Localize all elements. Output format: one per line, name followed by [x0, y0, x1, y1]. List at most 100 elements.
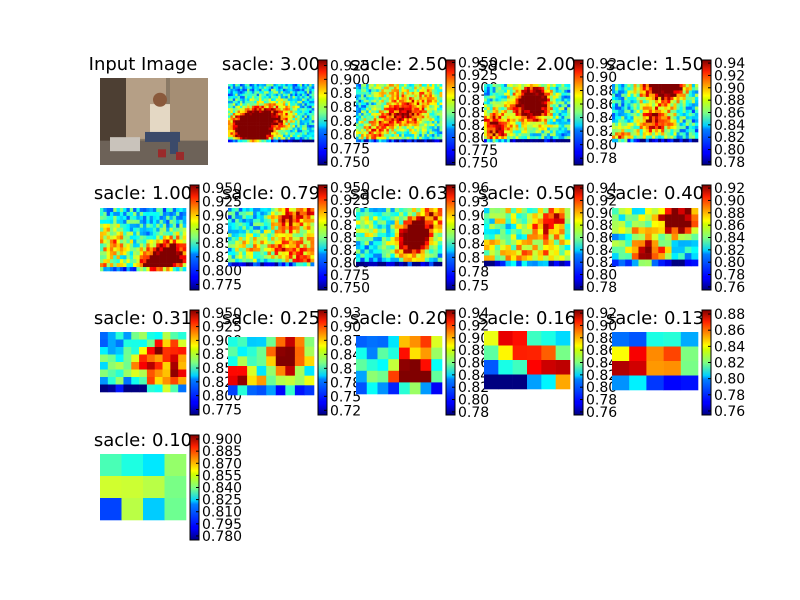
- heatmap-cell: [381, 113, 385, 116]
- heatmap-cell: [558, 113, 562, 117]
- heatmap-cell: [107, 347, 116, 355]
- heatmap-cell: [256, 129, 260, 133]
- heatmap-cell: [356, 212, 361, 217]
- heatmap-cell: [170, 332, 179, 340]
- heatmap-cell: [376, 126, 380, 130]
- heatmap-cell: [271, 122, 274, 126]
- heatmap-cell: [676, 138, 680, 143]
- heatmap-cell: [238, 233, 243, 238]
- heatmap-cell: [364, 216, 370, 221]
- heatmap-cell: [670, 113, 674, 117]
- heatmap-cell: [561, 118, 565, 122]
- heatmap-cell: [115, 384, 124, 393]
- heatmap-cell: [555, 98, 559, 102]
- colorbar-tick-label: 0.81: [458, 250, 489, 266]
- heatmap-cell: [645, 122, 650, 127]
- heatmap-cell: [424, 105, 428, 109]
- heatmap-cell: [552, 104, 556, 108]
- heatmap-cell: [235, 84, 238, 87]
- heatmap-cell: [288, 211, 293, 216]
- heatmap-cell: [377, 257, 383, 263]
- heatmap-cell: [119, 215, 124, 221]
- heatmap-cell: [271, 96, 274, 99]
- heatmap-cell: [388, 131, 392, 135]
- heatmap-cell: [271, 262, 275, 267]
- heatmap-cell: [363, 136, 367, 140]
- heatmap-cell: [561, 92, 565, 96]
- heatmap-cell: [100, 215, 104, 221]
- heatmap-cell: [416, 134, 420, 138]
- heatmap-cell: [426, 110, 430, 114]
- heatmap-cell: [506, 84, 511, 88]
- heatmap-cell: [259, 93, 262, 97]
- heatmap-cell: [386, 245, 391, 250]
- heatmap-cell: [506, 86, 511, 91]
- heatmap-cell: [521, 255, 528, 262]
- heatmap-cell: [424, 241, 430, 246]
- heatmap-cell: [294, 110, 298, 114]
- heatmap-cell: [679, 106, 683, 111]
- heatmap-cell: [356, 113, 359, 116]
- heatmap-cell: [393, 113, 397, 116]
- heatmap-cell: [299, 258, 304, 263]
- heatmap-cell: [510, 260, 517, 267]
- heatmap-cell: [244, 127, 248, 131]
- heatmap-cell: [271, 100, 274, 104]
- heatmap-cell: [618, 116, 622, 120]
- heatmap-cell: [170, 339, 179, 348]
- heatmap-cell: [559, 223, 565, 230]
- heatmap-cell: [625, 214, 633, 222]
- heatmap-cell: [297, 125, 300, 128]
- heatmap-cell: [278, 137, 281, 140]
- heatmap-cell: [232, 84, 236, 87]
- heatmap-cell: [368, 139, 372, 143]
- heatmap-cell: [292, 129, 296, 133]
- heatmap-cell: [627, 122, 631, 127]
- heatmap-cell: [297, 100, 300, 104]
- heatmap-cell: [360, 257, 365, 263]
- heatmap-cell: [630, 129, 634, 133]
- heatmap-cell: [518, 118, 522, 122]
- heatmap-cell: [282, 125, 286, 128]
- heatmap-cell: [274, 244, 279, 249]
- heatmap-cell: [648, 90, 653, 94]
- heatmap-cell: [388, 91, 392, 95]
- heatmap-cell: [172, 235, 177, 240]
- heatmap-cell: [146, 263, 150, 268]
- heatmap-cell: [302, 100, 305, 104]
- heatmap-cell: [282, 110, 286, 114]
- heatmap-cell: [524, 118, 528, 122]
- heatmap-cell: [505, 223, 512, 230]
- heatmap-cell: [302, 91, 305, 94]
- colorbar-tick-label: 0.950: [458, 56, 498, 72]
- heatmap-cell: [439, 131, 443, 135]
- heatmap-cell: [529, 95, 534, 99]
- heatmap-cell: [399, 84, 402, 87]
- heatmap-cell: [518, 95, 522, 99]
- heatmap-cell: [394, 228, 400, 234]
- heatmap-cell: [642, 122, 647, 127]
- heatmap-cell: [399, 118, 402, 122]
- heatmap-cell: [292, 113, 296, 116]
- heatmap-cell: [512, 110, 516, 114]
- heatmap-cell: [162, 255, 167, 260]
- heatmap-cell: [366, 336, 378, 348]
- heatmap-cell: [303, 218, 308, 223]
- heatmap-cell: [263, 88, 267, 92]
- heatmap-cell: [176, 223, 180, 228]
- heatmap-cell: [309, 129, 312, 133]
- heatmap-cell: [532, 208, 539, 214]
- heatmap-cell: [299, 208, 304, 212]
- heatmap-cell: [299, 139, 303, 143]
- heatmap-cell: [309, 132, 312, 136]
- heatmap-cell: [694, 96, 699, 101]
- heatmap-cell: [371, 115, 375, 119]
- heatmap-cell: [231, 215, 236, 220]
- heatmap-cell: [673, 122, 677, 127]
- heatmap-cell: [228, 258, 232, 263]
- heatmap-cell: [489, 104, 493, 108]
- heatmap-cell: [612, 332, 630, 347]
- heatmap-cell: [228, 132, 231, 136]
- colorbar-tick-label: 0.92: [714, 68, 745, 84]
- heatmap-cell: [302, 120, 305, 123]
